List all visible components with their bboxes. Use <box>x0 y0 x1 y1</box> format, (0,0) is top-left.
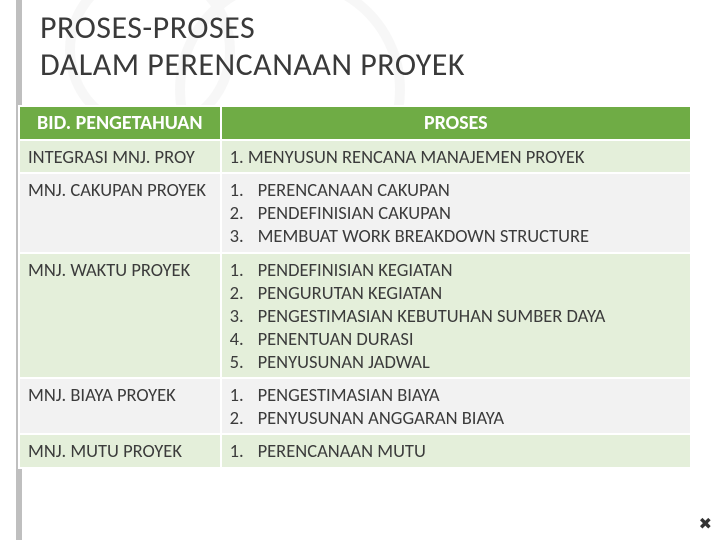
list-item: 4. PENENTUAN DURASI <box>230 327 682 350</box>
list-number: 1. <box>230 439 250 462</box>
list-text: PENENTUAN DURASI <box>258 327 414 350</box>
process-list: 1. PENGESTIMASIAN BIAYA 2. PENYUSUNAN ANGGA… <box>230 383 682 429</box>
cell-proses: 1. PENDEFINISIAN KEGIATAN 2. PENGURUTAN KEG… <box>221 253 691 379</box>
slide: PROSES-PROSESDALAM PERENCANAAN PROYEK BI… <box>0 0 720 540</box>
table-header-row: BID. PENGETAHUAN PROSES <box>19 106 691 140</box>
list-item: 5. PENYUSUNAN JADWAL <box>230 350 682 373</box>
list-item: 1. PERENCANAAN CAKUPAN <box>230 178 682 201</box>
process-list: 1. PERENCANAAN CAKUPAN 2. PENDEFINISIAN CAK… <box>230 178 682 247</box>
list-text: PENYUSUNAN ANGGARAN BIAYA <box>258 406 505 429</box>
list-number: 2. <box>230 281 250 304</box>
list-number: 1. <box>230 178 250 201</box>
list-item: 1. PENGESTIMASIAN BIAYA <box>230 383 682 406</box>
cell-proses: 1. PERENCANAAN MUTU <box>221 434 691 467</box>
list-number: 1. <box>230 258 250 281</box>
list-text: PENDEFINISIAN CAKUPAN <box>258 201 451 224</box>
cell-bidang: MNJ. WAKTU PROYEK <box>19 253 221 379</box>
process-list: 1. PERENCANAAN MUTU <box>230 439 682 462</box>
table-row: INTEGRASI MNJ. PROY1. MENYUSUN RENCANA M… <box>19 140 691 173</box>
list-number: 5. <box>230 350 250 373</box>
list-text: PERENCANAAN MUTU <box>258 439 426 462</box>
list-item: 3. PENGESTIMASIAN KEBUTUHAN SUMBER DAYA <box>230 304 682 327</box>
table-body: INTEGRASI MNJ. PROY1. MENYUSUN RENCANA M… <box>19 140 691 468</box>
col-header-proses: PROSES <box>221 106 691 140</box>
cell-bidang: MNJ. BIAYA PROYEK <box>19 378 221 434</box>
process-table-container: BID. PENGETAHUAN PROSES INTEGRASI MNJ. P… <box>18 105 692 469</box>
list-item: 2. PENGURUTAN KEGIATAN <box>230 281 682 304</box>
list-item: 2. PENYUSUNAN ANGGARAN BIAYA <box>230 406 682 429</box>
cell-bidang: MNJ. MUTU PROYEK <box>19 434 221 467</box>
table-row: MNJ. CAKUPAN PROYEK 1. PERENCANAAN CAKUPAN… <box>19 173 691 252</box>
list-text: PENGESTIMASIAN KEBUTUHAN SUMBER DAYA <box>258 304 606 327</box>
list-number: 4. <box>230 327 250 350</box>
cell-proses: 1. PERENCANAAN CAKUPAN 2. PENDEFINISIAN CAK… <box>221 173 691 252</box>
list-number: 3. <box>230 304 250 327</box>
list-item: 1. PERENCANAAN MUTU <box>230 439 682 462</box>
process-table: BID. PENGETAHUAN PROSES INTEGRASI MNJ. P… <box>18 105 692 469</box>
list-item: 3. MEMBUAT WORK BREAKDOWN STRUCTURE <box>230 224 682 247</box>
list-text: MEMBUAT WORK BREAKDOWN STRUCTURE <box>258 224 590 247</box>
slide-title: PROSES-PROSESDALAM PERENCANAAN PROYEK <box>40 10 700 84</box>
list-text: PERENCANAAN CAKUPAN <box>258 178 450 201</box>
table-row: MNJ. WAKTU PROYEK 1. PENDEFINISIAN KEGIATA… <box>19 253 691 379</box>
col-header-bidang: BID. PENGETAHUAN <box>19 106 221 140</box>
list-text: PENGESTIMASIAN BIAYA <box>258 383 440 406</box>
list-number: 1. <box>230 383 250 406</box>
list-text: PENGURUTAN KEGIATAN <box>258 281 443 304</box>
list-item: 2. PENDEFINISIAN CAKUPAN <box>230 201 682 224</box>
list-number: 3. <box>230 224 250 247</box>
title-line-1: PROSES-PROSESDALAM PERENCANAAN PROYEK <box>40 8 465 84</box>
table-row: MNJ. MUTU PROYEK 1. PERENCANAAN MUTU <box>19 434 691 467</box>
list-item: 1. PENDEFINISIAN KEGIATAN <box>230 258 682 281</box>
cell-proses: 1. MENYUSUN RENCANA MANAJEMEN PROYEK <box>221 140 691 173</box>
list-number: 2. <box>230 406 250 429</box>
list-text: PENDEFINISIAN KEGIATAN <box>258 258 453 281</box>
list-number: 2. <box>230 201 250 224</box>
corner-close-icon: ✖ <box>699 514 712 534</box>
cell-bidang: MNJ. CAKUPAN PROYEK <box>19 173 221 252</box>
table-row: MNJ. BIAYA PROYEK1.PENGESTIMASIAN BIAYA2… <box>19 378 691 434</box>
process-list: 1. PENDEFINISIAN KEGIATAN 2. PENGURUTAN KEG… <box>230 258 682 374</box>
cell-bidang: INTEGRASI MNJ. PROY <box>19 140 221 173</box>
cell-proses: 1. PENGESTIMASIAN BIAYA 2. PENYUSUNAN ANGGA… <box>221 378 691 434</box>
list-text: PENYUSUNAN JADWAL <box>258 350 430 373</box>
